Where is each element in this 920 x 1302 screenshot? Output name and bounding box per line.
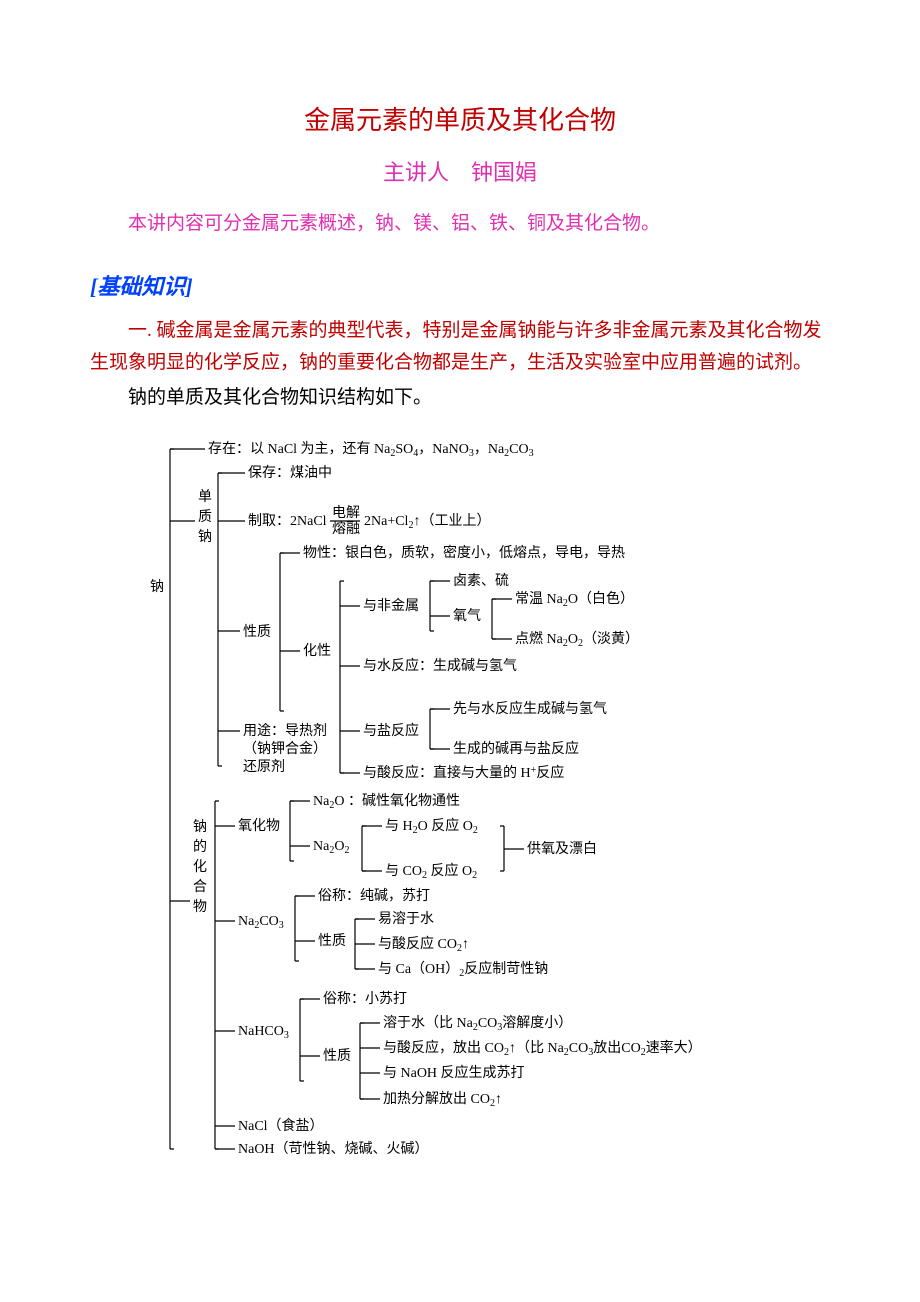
svg-text:氧化物: 氧化物 — [238, 818, 280, 834]
svg-text:物: 物 — [193, 899, 207, 915]
svg-text:与酸反应 CO2↑: 与酸反应 CO2↑ — [378, 935, 469, 954]
paragraph-black: 钠的单质及其化合物知识结构如下。 — [90, 382, 830, 413]
svg-text:钠: 钠 — [198, 529, 212, 545]
svg-text:与 Ca（OH）2反应制苛性钠: 与 Ca（OH）2反应制苛性钠 — [378, 960, 548, 979]
svg-text:Na2O ：碱性氧化物通性: Na2O ：碱性氧化物通性 — [313, 793, 460, 811]
svg-text:常温 Na2O（白色）: 常温 Na2O（白色） — [515, 590, 634, 609]
sodium-knowledge-tree: 钠 存在：以 NaCl 为主，还有 Na2SO4，NaNO3，Na2CO3 单 … — [140, 431, 840, 1171]
svg-text:易溶于水: 易溶于水 — [378, 911, 434, 927]
svg-text:点燃 Na2O2（淡黄）: 点燃 Na2O2（淡黄） — [515, 630, 639, 649]
svg-text:化性: 化性 — [303, 643, 331, 659]
svg-text:俗称：纯碱，苏打: 俗称：纯碱，苏打 — [318, 887, 430, 904]
svg-text:NaOH（苛性钠、烧碱、火碱）: NaOH（苛性钠、烧碱、火碱） — [238, 1140, 429, 1157]
svg-text:合: 合 — [193, 879, 207, 895]
svg-text:存在：以 NaCl 为主，还有 Na2SO4，NaNO3，N: 存在：以 NaCl 为主，还有 Na2SO4，NaNO3，Na2CO3 — [208, 441, 534, 459]
diagram-container: 钠 存在：以 NaCl 为主，还有 Na2SO4，NaNO3，Na2CO3 单 … — [90, 431, 830, 1176]
paragraph-red: 一. 碱金属是金属元素的典型代表，特别是金属钠能与许多非金属元素及其化合物发生现… — [90, 315, 830, 378]
svg-text:供氧及漂白: 供氧及漂白 — [527, 841, 597, 857]
svg-text:氧气: 氧气 — [453, 608, 481, 624]
svg-text:NaHCO3: NaHCO3 — [238, 1024, 289, 1041]
svg-text:制取：2NaCl: 制取：2NaCl — [248, 513, 327, 529]
svg-text:单: 单 — [198, 489, 212, 505]
svg-text:性质: 性质 — [243, 624, 271, 640]
svg-text:性质: 性质 — [318, 933, 346, 949]
svg-text:物性：银白色，质软，密度小，低熔点，导电，导热: 物性：银白色，质软，密度小，低熔点，导电，导热 — [303, 544, 625, 561]
svg-text:与非金属: 与非金属 — [363, 598, 419, 614]
svg-text:溶于水（比 Na2CO3溶解度小）: 溶于水（比 Na2CO3溶解度小） — [383, 1015, 572, 1033]
svg-text:2Na+Cl2↑（工业上）: 2Na+Cl2↑（工业上） — [364, 513, 490, 531]
svg-text:与水反应：生成碱与氢气: 与水反应：生成碱与氢气 — [363, 657, 517, 674]
svg-text:NaCl（食盐）: NaCl（食盐） — [238, 1117, 324, 1134]
svg-text:保存：煤油中: 保存：煤油中 — [248, 465, 332, 481]
section-header: [基础知识] — [90, 269, 830, 301]
svg-text:电解: 电解 — [332, 505, 360, 521]
svg-text:（钠钾合金）: （钠钾合金） — [243, 741, 327, 757]
page-subtitle: 主讲人 钟国娟 — [90, 155, 830, 187]
svg-text:用途：导热剂: 用途：导热剂 — [243, 722, 327, 739]
root-label: 钠 — [150, 579, 164, 595]
svg-text:与 CO2 反应 O2: 与 CO2 反应 O2 — [385, 862, 477, 881]
svg-text:质: 质 — [198, 509, 212, 525]
svg-text:Na2O2: Na2O2 — [313, 839, 349, 856]
svg-text:还原剂: 还原剂 — [243, 759, 285, 775]
intro-paragraph: 本讲内容可分金属元素概述，钠、镁、铝、铁、铜及其化合物。 — [90, 209, 830, 239]
svg-text:熔融: 熔融 — [332, 521, 360, 537]
svg-text:与 H2O 反应 O2: 与 H2O 反应 O2 — [385, 817, 478, 836]
svg-text:与 NaOH 反应生成苏打: 与 NaOH 反应生成苏打 — [383, 1064, 525, 1081]
svg-text:与盐反应: 与盐反应 — [363, 722, 419, 739]
svg-text:加热分解放出 CO2↑: 加热分解放出 CO2↑ — [383, 1091, 502, 1109]
svg-text:与酸反应，放出 CO2↑（比 Na2CO3放出CO2速率大）: 与酸反应，放出 CO2↑（比 Na2CO3放出CO2速率大） — [383, 1039, 702, 1058]
svg-text:卤素、硫: 卤素、硫 — [453, 573, 509, 589]
svg-text:化: 化 — [193, 859, 207, 875]
svg-text:与酸反应：直接与大量的 H+反应: 与酸反应：直接与大量的 H+反应 — [363, 764, 564, 781]
svg-text:Na2CO3: Na2CO3 — [238, 914, 284, 931]
svg-text:性质: 性质 — [323, 1048, 351, 1064]
svg-text:钠: 钠 — [193, 819, 207, 835]
page-title: 金属元素的单质及其化合物 — [90, 100, 830, 137]
svg-text:生成的碱再与盐反应: 生成的碱再与盐反应 — [453, 740, 579, 757]
svg-text:俗称：小苏打: 俗称：小苏打 — [323, 990, 407, 1007]
svg-text:的: 的 — [193, 839, 207, 855]
svg-text:先与水反应生成碱与氢气: 先与水反应生成碱与氢气 — [453, 700, 607, 717]
